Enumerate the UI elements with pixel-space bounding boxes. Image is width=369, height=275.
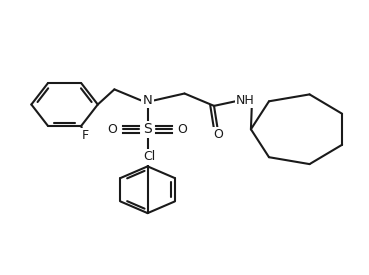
Text: Cl: Cl: [143, 150, 156, 163]
Text: O: O: [213, 128, 223, 141]
Text: NH: NH: [236, 94, 255, 107]
Text: O: O: [178, 123, 187, 136]
Text: O: O: [108, 123, 117, 136]
Text: F: F: [81, 129, 89, 142]
Text: S: S: [143, 122, 152, 136]
Text: N: N: [143, 94, 152, 107]
